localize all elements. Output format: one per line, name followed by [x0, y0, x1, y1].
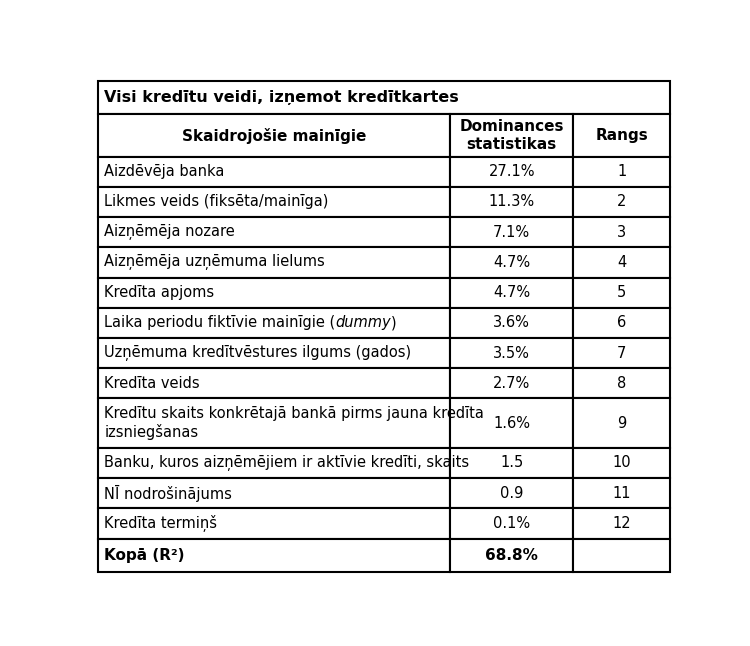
Text: Kopā (R²): Kopā (R²): [104, 548, 184, 563]
Text: 27.1%: 27.1%: [488, 164, 535, 179]
Bar: [450, 448, 573, 478]
Text: 4.7%: 4.7%: [493, 285, 530, 300]
Text: Uzņēmuma kredītvēstures ilgums (gados): Uzņēmuma kredītvēstures ilgums (gados): [104, 345, 411, 361]
Bar: [98, 81, 670, 114]
Text: Aizdēvēja banka: Aizdēvēja banka: [104, 164, 224, 179]
Bar: [573, 508, 670, 539]
Text: Dominances
statistikas: Dominances statistikas: [460, 120, 564, 152]
Text: Banku, kuros aizņēmējiem ir aktīvie kredīti, skaits: Banku, kuros aizņēmējiem ir aktīvie kred…: [104, 455, 470, 471]
Bar: [573, 539, 670, 572]
Text: 2: 2: [617, 194, 626, 209]
Bar: [450, 114, 573, 156]
Bar: [98, 187, 450, 217]
Text: 3: 3: [617, 225, 626, 240]
Bar: [573, 448, 670, 478]
Bar: [450, 508, 573, 539]
Text: 8: 8: [617, 376, 626, 391]
Bar: [450, 217, 573, 247]
Bar: [450, 307, 573, 338]
Bar: [450, 156, 573, 187]
Bar: [450, 278, 573, 307]
Bar: [573, 156, 670, 187]
Bar: [98, 114, 450, 156]
Text: Rangs: Rangs: [596, 128, 648, 143]
Text: 3.5%: 3.5%: [494, 346, 530, 360]
Text: 3.6%: 3.6%: [494, 315, 530, 330]
Bar: [573, 368, 670, 399]
Text: 11.3%: 11.3%: [488, 194, 535, 209]
Bar: [573, 478, 670, 508]
Text: 68.8%: 68.8%: [485, 548, 538, 563]
Bar: [450, 187, 573, 217]
Text: Kredīta apjoms: Kredīta apjoms: [104, 285, 214, 300]
Bar: [98, 338, 450, 368]
Text: 1.5: 1.5: [500, 455, 523, 470]
Text: Visi kredītu veidi, izņemot kredītkartes: Visi kredītu veidi, izņemot kredītkartes: [104, 90, 459, 105]
Text: 5: 5: [617, 285, 626, 300]
Bar: [573, 114, 670, 156]
Text: Kredīta veids: Kredīta veids: [104, 376, 200, 391]
Text: 4.7%: 4.7%: [493, 255, 530, 270]
Bar: [98, 508, 450, 539]
Bar: [98, 307, 450, 338]
Text: 10: 10: [613, 455, 631, 470]
Bar: [98, 278, 450, 307]
Bar: [573, 187, 670, 217]
Bar: [573, 278, 670, 307]
Bar: [98, 448, 450, 478]
Bar: [98, 368, 450, 399]
Text: NĪ nodrošinājums: NĪ nodrošinājums: [104, 484, 232, 502]
Text: 9: 9: [617, 415, 626, 431]
Bar: [450, 338, 573, 368]
Text: ): ): [391, 315, 397, 330]
Text: dummy: dummy: [335, 315, 391, 330]
Text: Skaidrojošie mainīgie: Skaidrojošie mainīgie: [182, 127, 367, 143]
Bar: [450, 399, 573, 448]
Text: 11: 11: [613, 486, 631, 501]
Bar: [98, 478, 450, 508]
Bar: [98, 539, 450, 572]
Bar: [450, 368, 573, 399]
Text: 1: 1: [617, 164, 626, 179]
Text: Likmes veids (fiksēta/mainīga): Likmes veids (fiksēta/mainīga): [104, 194, 328, 209]
Bar: [98, 399, 450, 448]
Bar: [450, 247, 573, 278]
Text: 0.1%: 0.1%: [493, 516, 530, 531]
Bar: [98, 247, 450, 278]
Text: 6: 6: [617, 315, 626, 330]
Text: 12: 12: [613, 516, 631, 531]
Bar: [98, 156, 450, 187]
Text: 4: 4: [617, 255, 626, 270]
Text: Laika periodu fiktīvie mainīgie (: Laika periodu fiktīvie mainīgie (: [104, 315, 335, 330]
Bar: [573, 399, 670, 448]
Text: Kredītu skaits konkrētajā bankā pirms jauna kredīta
izsniegšanas: Kredītu skaits konkrētajā bankā pirms ja…: [104, 406, 484, 440]
Text: 7: 7: [617, 346, 626, 360]
Text: 2.7%: 2.7%: [493, 376, 530, 391]
Bar: [450, 539, 573, 572]
Bar: [98, 217, 450, 247]
Bar: [573, 307, 670, 338]
Text: Aizņēmēja uzņēmuma lielums: Aizņēmēja uzņēmuma lielums: [104, 255, 325, 271]
Text: Kredīta termiņš: Kredīta termiņš: [104, 515, 218, 532]
Text: Aizņēmēja nozare: Aizņēmēja nozare: [104, 224, 235, 240]
Text: 7.1%: 7.1%: [493, 225, 530, 240]
Text: 1.6%: 1.6%: [494, 415, 530, 431]
Bar: [573, 247, 670, 278]
Bar: [573, 217, 670, 247]
Text: 0.9: 0.9: [500, 486, 523, 501]
Bar: [573, 338, 670, 368]
Bar: [450, 478, 573, 508]
